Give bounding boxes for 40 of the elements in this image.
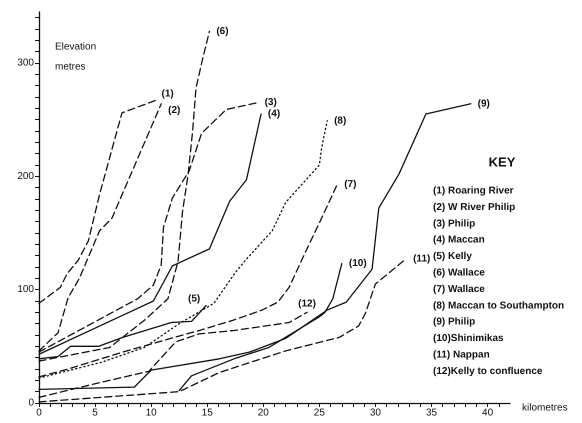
x-tick-label: 30 xyxy=(370,408,382,418)
y-tick-label: 200 xyxy=(17,170,34,182)
annotation: (6) Wallace xyxy=(433,268,486,278)
annotation: (4) Maccan xyxy=(433,234,485,246)
series-label: (12) xyxy=(298,298,316,310)
annotation: (3) Philip xyxy=(433,218,476,230)
x-tick-label: 40 xyxy=(482,408,494,418)
annotation: KEY xyxy=(488,154,516,170)
series-label: (2) xyxy=(168,104,180,116)
annotation: (8) Maccan to Southampton xyxy=(433,300,564,312)
series-label: (5) xyxy=(188,294,200,305)
x-tick-label: 35 xyxy=(426,408,438,418)
series-label: (9) xyxy=(478,98,490,110)
y-axis-title: Elevation metres xyxy=(55,42,96,72)
y-tick-label: 300 xyxy=(17,58,34,68)
series-label: (4) xyxy=(268,108,280,120)
annotation: (10)Shinimikas xyxy=(433,333,504,344)
series-label: (6) xyxy=(216,26,229,37)
series-label: (1) xyxy=(162,88,174,100)
series-label: (11) xyxy=(413,254,430,265)
x-tick-label: 15 xyxy=(202,408,214,418)
y-tick-label: 0 xyxy=(28,398,34,408)
series-label: (3) xyxy=(264,97,277,108)
annotation: (9) Philip xyxy=(433,316,476,328)
x-axis-title: kilometres xyxy=(522,402,568,414)
x-tick-label: 20 xyxy=(258,408,270,418)
annotation: (11) Nappan xyxy=(433,350,490,360)
series-label: (8) xyxy=(334,115,346,126)
annotation: (7) Wallace xyxy=(433,284,486,295)
annotation: (5) Kelly xyxy=(433,251,472,262)
x-tick-label: 25 xyxy=(314,408,326,418)
annotation: (1) Roaring River xyxy=(433,186,514,196)
x-tick-label: 0 xyxy=(36,408,42,418)
series-label: (10) xyxy=(348,258,367,270)
annotation: (12)Kelly to confluence xyxy=(433,366,543,377)
x-tick-label: 5 xyxy=(92,408,98,418)
annotation: (2) W River Philip xyxy=(433,202,516,213)
series-label: (7) xyxy=(344,178,356,190)
x-tick-label: 10 xyxy=(146,408,158,418)
y-tick-label: 100 xyxy=(17,284,34,296)
